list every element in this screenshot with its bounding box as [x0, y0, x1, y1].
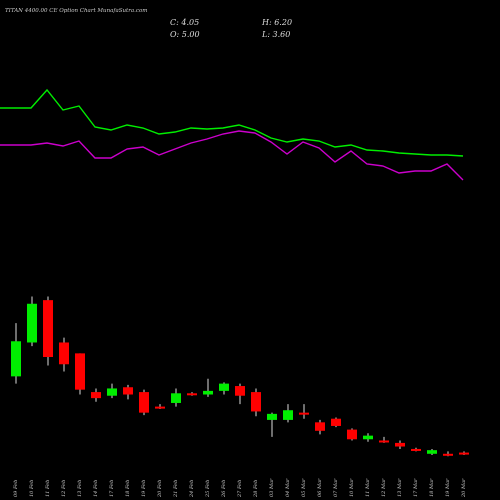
candle-body: [267, 413, 277, 420]
candle-8: [123, 384, 133, 400]
x-tick-label: 25 Feb: [205, 480, 211, 498]
close-readout: C: 4.05: [170, 18, 200, 27]
candle-body: [283, 410, 293, 420]
candle-16: [251, 388, 261, 417]
x-tick-label: 26 Feb: [221, 480, 227, 498]
x-tick-label: 28 Feb: [253, 480, 259, 498]
candle-body: [203, 390, 213, 395]
candle-body: [315, 422, 325, 431]
candle-body: [235, 386, 245, 396]
candle-11: [171, 388, 181, 407]
candle-body: [155, 406, 165, 409]
x-tick-label: 20 Mar: [461, 478, 467, 498]
candle-25: [395, 440, 405, 449]
x-tick-label: 10 Feb: [29, 480, 35, 497]
candle-26: [411, 447, 421, 452]
candle-15: [235, 383, 245, 405]
x-tick-label: 21 Feb: [173, 480, 179, 498]
candle-body: [11, 341, 21, 377]
x-tick-label: 13 Mar: [397, 478, 403, 497]
candle-body: [363, 435, 373, 440]
candle-5: [75, 353, 85, 395]
candle-24: [379, 436, 389, 443]
candle-body: [59, 342, 69, 365]
candle-23: [363, 433, 373, 442]
candle-body: [75, 353, 85, 390]
candle-2: [27, 296, 37, 347]
x-tick-label: 20 Feb: [157, 480, 163, 498]
candle-body: [187, 393, 197, 396]
candle-7: [107, 383, 117, 399]
candle-27: [427, 448, 437, 455]
chart-title: TITAN 4400.00 CE Option Chart MunafaSutr…: [5, 8, 148, 14]
x-tick-label: 12 Feb: [61, 480, 67, 497]
candle-18: [283, 404, 293, 423]
x-tick-label: 14 Feb: [93, 480, 99, 497]
candle-21: [331, 417, 341, 428]
candle-body: [139, 392, 149, 413]
candle-body: [123, 387, 133, 395]
candle-1: [11, 323, 21, 384]
candle-body: [27, 303, 37, 343]
x-tick-label: 17 Feb: [109, 480, 115, 497]
x-tick-label: 24 Feb: [189, 480, 195, 498]
x-axis-ticks: 09 Feb 10 Feb 11 Feb 12 Feb 13 Feb 14 Feb 17 F…: [13, 478, 467, 498]
x-tick-label: 13 Feb: [77, 480, 83, 497]
x-tick-label: 12 Mar: [381, 478, 387, 497]
indicator-line-1: [0, 88, 464, 157]
x-tick-label: 05 Mar: [301, 478, 307, 497]
candle-body: [459, 452, 469, 455]
candle-29: [459, 451, 469, 455]
low-readout: L: 3.60: [262, 30, 291, 39]
candle-body: [91, 392, 101, 399]
x-tick-label: 04 Mar: [285, 478, 291, 497]
candle-6: [91, 388, 101, 402]
candle-4: [59, 337, 69, 372]
candle-3: [43, 296, 53, 366]
indicator-line-2: [0, 130, 464, 181]
x-tick-label: 06 Mar: [317, 478, 323, 497]
candle-22: [347, 428, 357, 441]
candle-body: [379, 440, 389, 443]
x-tick-label: 18 Mar: [429, 478, 435, 497]
candle-13: [203, 378, 213, 397]
candles: [11, 296, 469, 457]
x-tick-label: 11 Mar: [365, 478, 371, 497]
candle-body: [347, 429, 357, 440]
x-tick-label: 19 Feb: [141, 480, 147, 497]
candle-10: [155, 404, 165, 410]
candle-body: [395, 442, 405, 447]
candle-body: [443, 453, 453, 456]
candle-28: [443, 451, 453, 457]
x-tick-label: 03 Mar: [269, 478, 275, 497]
candle-body: [331, 418, 341, 426]
candle-body: [107, 388, 117, 396]
candle-body: [171, 393, 181, 403]
candle-body: [299, 412, 309, 415]
x-tick-label: 07 Mar: [333, 478, 339, 497]
candle-body: [219, 383, 229, 391]
open-readout: O: 5.00: [170, 30, 200, 39]
x-tick-label: 09 Feb: [13, 480, 19, 497]
candle-body: [427, 450, 437, 454]
x-tick-label: 11 Feb: [45, 480, 51, 497]
candle-body: [251, 392, 261, 412]
x-tick-label: 18 Feb: [125, 480, 131, 497]
x-tick-label: 27 Feb: [237, 480, 243, 498]
x-tick-label: 19 Mar: [445, 478, 451, 497]
candle-body: [411, 448, 421, 451]
high-readout: H: 6.20: [262, 18, 293, 27]
indicator-lines: [0, 88, 464, 181]
x-tick-label: 10 Mar: [349, 478, 355, 497]
candle-12: [187, 392, 197, 396]
candle-9: [139, 389, 149, 416]
candle-19: [299, 404, 309, 419]
candle-17: [267, 412, 277, 437]
candle-20: [315, 419, 325, 435]
candle-body: [43, 300, 53, 357]
candle-14: [219, 382, 229, 395]
x-tick-label: 17 Mar: [413, 478, 419, 497]
